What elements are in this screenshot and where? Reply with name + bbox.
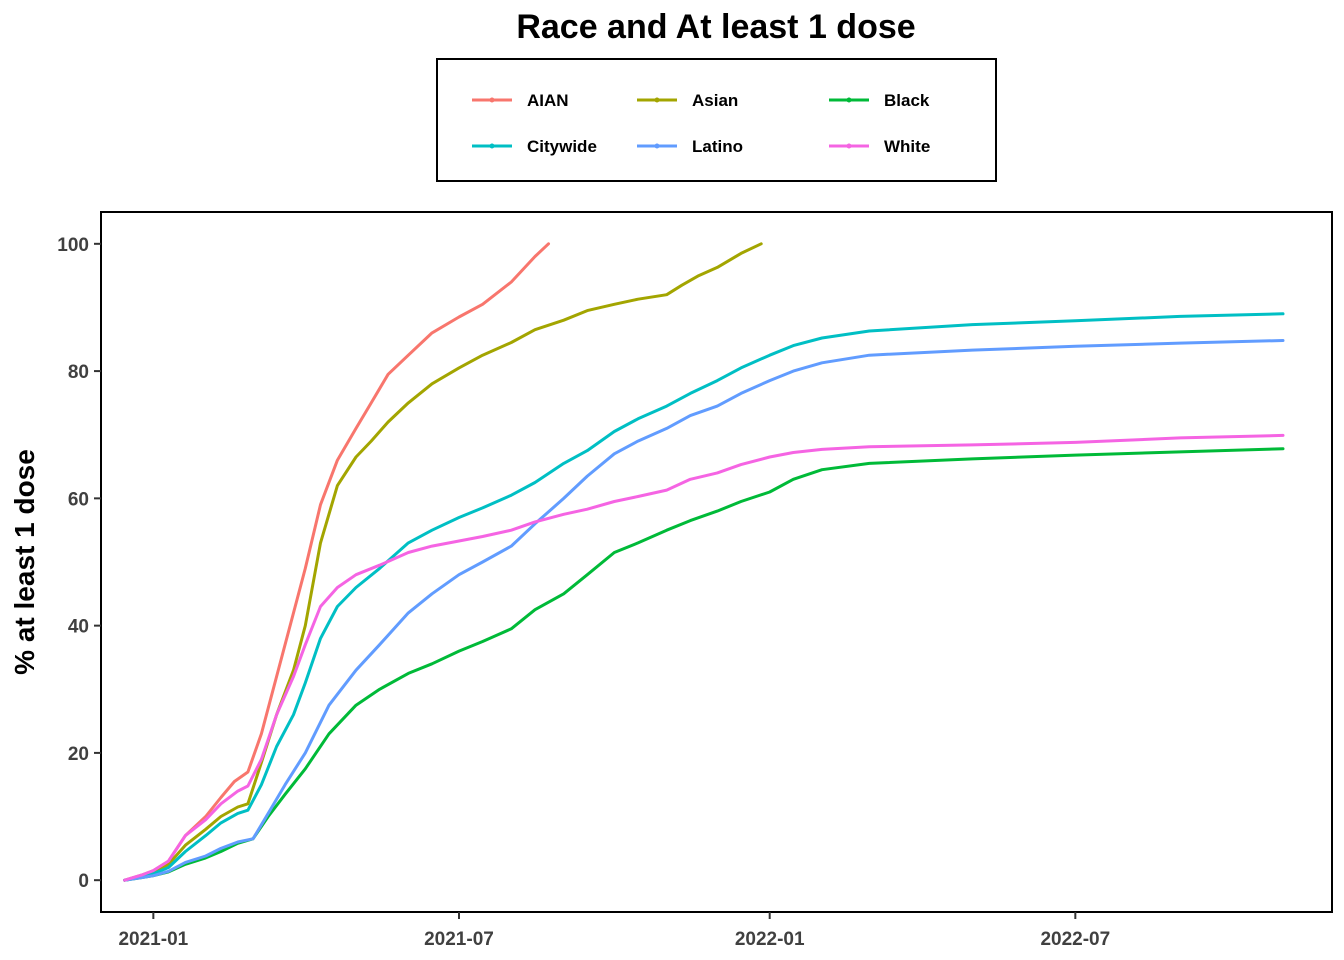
y-axis-title: % at least 1 dose xyxy=(9,449,40,675)
legend-key-point-black xyxy=(846,97,852,103)
legend-label-aian: AIAN xyxy=(527,91,569,110)
legend-key-point-white xyxy=(846,143,852,149)
legend-label-latino: Latino xyxy=(692,137,743,156)
x-tick-label: 2021-01 xyxy=(118,929,188,950)
series-line-white xyxy=(123,433,1285,882)
legend-key-point-citywide xyxy=(489,143,495,149)
legend-label-asian: Asian xyxy=(692,91,738,110)
x-tick-label: 2022-01 xyxy=(735,929,805,950)
series-line-black xyxy=(123,447,1285,882)
legend-label-citywide: Citywide xyxy=(527,137,597,156)
x-tick-label: 2021-07 xyxy=(424,929,494,950)
x-axis: 2021-01 2021-07 2022-01 2022-07 xyxy=(118,912,1110,950)
chart-title: Race and At least 1 dose xyxy=(516,8,915,46)
y-tick-label: 40 xyxy=(68,617,89,638)
y-tick-label: 60 xyxy=(68,489,89,510)
y-tick-label: 80 xyxy=(68,362,89,383)
legend: AIAN Asian Black Citywide Latino White xyxy=(436,58,997,182)
x-tick-label: 2022-07 xyxy=(1040,929,1110,950)
legend-key-point-aian xyxy=(489,97,495,103)
series-line-citywide xyxy=(123,312,1285,882)
legend-key-point-latino xyxy=(654,143,660,149)
legend-key-point-asian xyxy=(654,97,660,103)
legend-label-black: Black xyxy=(884,91,930,110)
legend-box xyxy=(436,58,997,182)
legend-label-white: White xyxy=(884,137,930,156)
y-axis: 0 20 40 60 80 100 xyxy=(57,235,101,892)
series-lines xyxy=(123,242,1285,882)
series-line-asian xyxy=(123,242,763,882)
y-tick-label: 20 xyxy=(68,744,89,765)
series-line-latino xyxy=(123,339,1285,882)
y-tick-label: 100 xyxy=(57,235,89,256)
y-tick-label: 0 xyxy=(78,871,89,892)
